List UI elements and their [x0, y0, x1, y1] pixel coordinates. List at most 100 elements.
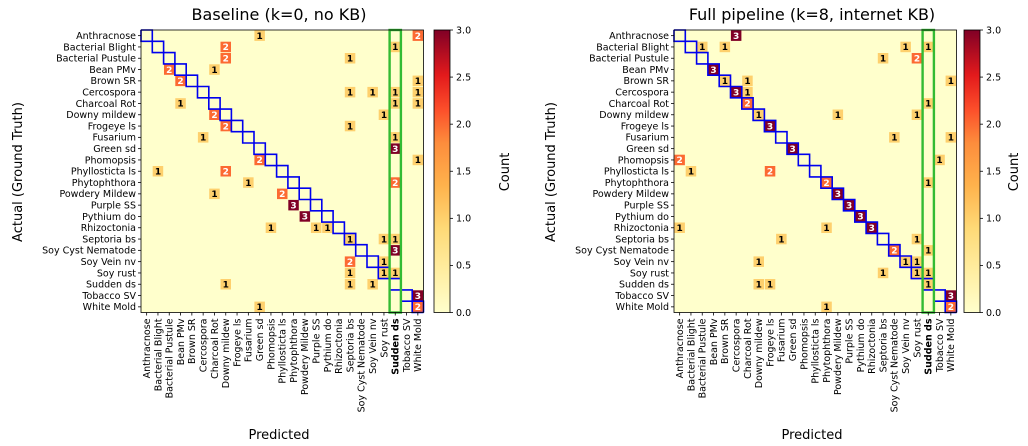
cell-value-label: 1 [948, 134, 954, 144]
y-tick-label: Septoria bs [615, 234, 669, 245]
cell-value-label: 1 [925, 269, 931, 279]
x-tick-label: Bacterial Blight [686, 318, 697, 391]
heatmap-cell [310, 222, 322, 233]
heatmap-cell [911, 256, 923, 267]
y-tick-label: Soy Cyst Nematode [575, 246, 669, 257]
cell-value-label: 2 [914, 54, 920, 64]
heatmap-cell [945, 301, 957, 313]
y-tick-label: Phytophthora [605, 178, 669, 189]
heatmap-cell [742, 98, 753, 109]
heatmap-cell [164, 64, 175, 75]
heatmap-cell [344, 267, 356, 279]
heatmap-cell [390, 143, 401, 154]
cell-value-label: 1 [903, 258, 909, 268]
heatmap-cell [764, 279, 776, 290]
heatmap-cell [209, 64, 220, 75]
cell-value-label: 1 [699, 43, 705, 53]
cell-value-label: 1 [688, 167, 694, 177]
cell-value-label: 2 [347, 258, 353, 268]
cell-value-label: 3 [733, 88, 739, 98]
cell-value-label: 1 [880, 54, 886, 64]
heatmap-cell [412, 154, 424, 166]
heatmap-cell [390, 86, 401, 98]
colorbar-tick-label: 1.5 [456, 167, 471, 178]
x-tick-label: Bean PMv [709, 318, 720, 365]
cell-value-label: 1 [381, 269, 387, 279]
colorbar-tick-label: 1.5 [986, 167, 1001, 178]
x-tick-label: Green sd [255, 319, 266, 362]
cell-value-label: 2 [211, 111, 217, 121]
cell-value-label: 1 [392, 43, 398, 53]
heatmap-cell [753, 279, 764, 290]
heatmap-cell [175, 98, 186, 109]
heatmap-cell [209, 188, 220, 200]
cell-value-label: 1 [177, 100, 183, 110]
colorbar-tick-label: 1.0 [456, 214, 471, 225]
heatmap-cell [719, 75, 731, 87]
heatmap-cell [412, 30, 424, 41]
x-tick-label: Bacterial Pustule [698, 318, 709, 398]
heatmap-cell [821, 177, 832, 188]
cell-value-label: 1 [347, 280, 353, 290]
cell-value-label: 2 [257, 156, 263, 166]
cell-value-label: 1 [756, 280, 762, 290]
cell-value-label: 3 [835, 190, 841, 200]
cell-value-label: 1 [677, 224, 683, 234]
colorbar-label: Count [1007, 153, 1022, 192]
heatmap-cell [753, 256, 764, 267]
y-tick-label: Charcoal Rot [76, 99, 137, 110]
y-tick-label: Soy Vein nv [81, 257, 137, 268]
heatmap-cell [900, 41, 911, 53]
heatmap-cell [674, 154, 685, 166]
y-tick-label: Sudden ds [619, 280, 669, 291]
y-tick-label: Powdery Mildew [592, 189, 669, 200]
heatmap-cell [776, 233, 787, 245]
heatmap-cell [220, 41, 231, 53]
y-tick-label: Fusarium [92, 133, 136, 144]
heatmap-cell [843, 199, 855, 211]
y-tick-label: Bacterial Pustule [589, 54, 669, 65]
cell-value-label: 1 [914, 235, 920, 245]
heatmap-cell [685, 166, 697, 177]
cell-value-label: 1 [392, 134, 398, 144]
x-tick-label: Rhizoctonia [334, 319, 345, 374]
x-axis-label: Predicted [248, 428, 309, 443]
x-tick-label: Cercospora [731, 319, 742, 373]
heatmap-cell [197, 132, 209, 143]
cell-value-label: 1 [245, 179, 251, 189]
y-tick-label: Soy rust [630, 268, 669, 279]
colorbar-tick-label: 2.5 [456, 72, 471, 83]
cell-value-label: 3 [869, 224, 875, 234]
heatmap-cell [277, 188, 288, 200]
heatmap-cell [719, 41, 731, 53]
colorbar-tick-label: 3.0 [456, 25, 471, 36]
heatmap-cell [378, 256, 390, 267]
cell-value-label: 3 [290, 201, 296, 211]
heatmap-cell [344, 53, 356, 64]
heatmap-cell [412, 75, 424, 87]
heatmap-cell [753, 109, 764, 120]
heatmap-cell [254, 30, 265, 41]
heatmap-cell [412, 301, 424, 313]
cell-value-label: 1 [211, 66, 217, 76]
x-tick-label: Purple SS [844, 319, 855, 364]
x-tick-label: Powdery Mildew [300, 318, 311, 395]
x-tick-label: Brown SR [720, 318, 731, 364]
heatmap-cell [877, 53, 889, 64]
x-tick-label: Sudden ds [924, 318, 935, 375]
cell-value-label: 2 [223, 54, 229, 64]
heatmap-cell [674, 222, 685, 233]
y-tick-label: Phyllosticta ls [71, 167, 136, 178]
cell-value-label: 2 [279, 190, 285, 200]
heatmap-cell [412, 290, 424, 301]
heatmap-cell [344, 120, 356, 132]
x-tick-label: Downy mildew [754, 318, 765, 388]
heatmap-cell [832, 109, 844, 120]
diagonal-outline [140, 30, 424, 314]
cell-value-label: 2 [415, 303, 421, 313]
cell-value-label: 1 [722, 77, 728, 87]
heatmap-cell [344, 279, 356, 290]
y-tick-label: Bacterial Pustule [56, 54, 136, 65]
x-tick-label: Cercospora [198, 319, 209, 373]
diagonal-outline [674, 29, 958, 313]
